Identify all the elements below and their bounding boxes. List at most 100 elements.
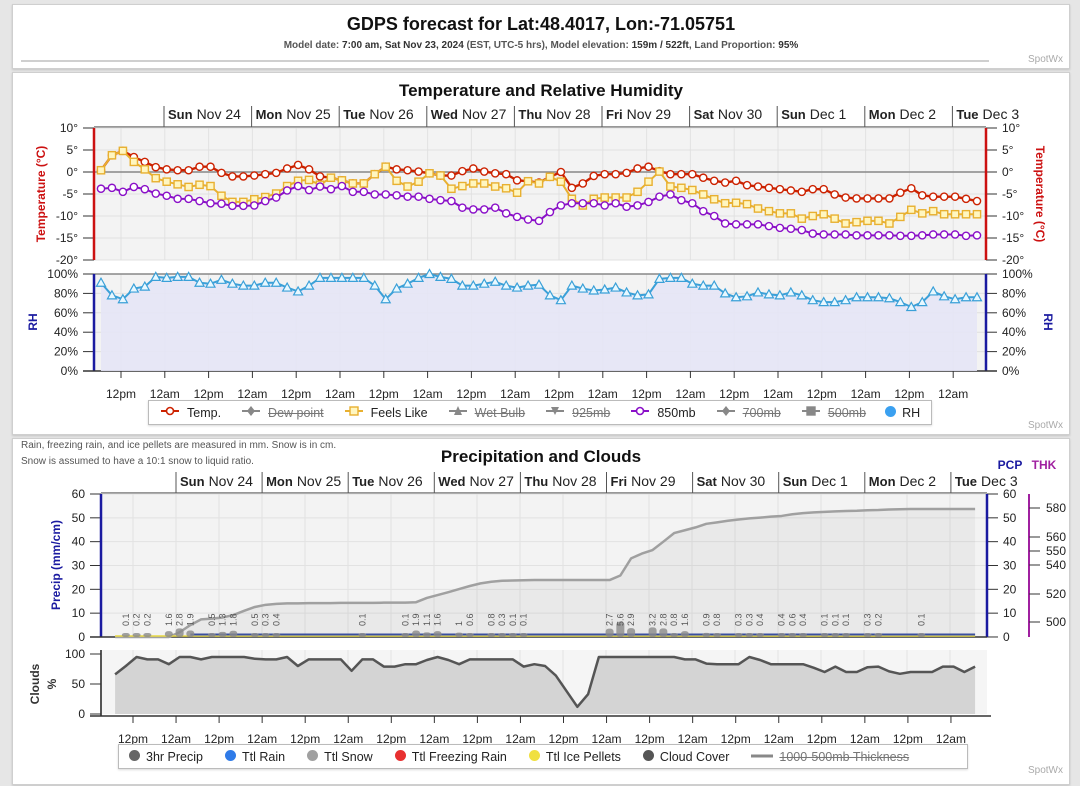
dot-icon (129, 749, 140, 764)
data-point (544, 289, 556, 300)
legend-item-cloud-cover[interactable]: Cloud Cover (642, 749, 729, 764)
data-point (852, 217, 861, 227)
data-point (282, 186, 292, 195)
precip-value-label: 0.3 (744, 613, 754, 626)
precip-value-label: 0.4 (755, 613, 765, 626)
data-point (808, 229, 818, 238)
data-point (447, 184, 456, 194)
day-label: Tue Nov 26 (352, 473, 423, 489)
legend-item-dew-point[interactable]: Dew point (240, 405, 324, 420)
day-date: Dec 2 (900, 473, 937, 489)
data-point (896, 188, 905, 197)
data-point (512, 188, 522, 197)
legend-item-500mb[interactable]: 500mb (800, 405, 866, 420)
precip-bar (261, 633, 270, 637)
data-point (151, 173, 161, 183)
precip-bar (831, 633, 840, 637)
data-point (303, 279, 315, 290)
data-point (872, 291, 884, 302)
precip-bar (132, 633, 141, 637)
model-info-part: (EST, UTC-5 hrs), Model elevation: (463, 40, 632, 51)
pcp-tick-label-right: 20 (1003, 582, 1017, 596)
legend-item-700mb[interactable]: 700mb (715, 405, 781, 420)
legend-item-temp-[interactable]: Temp. (159, 405, 221, 420)
precip-tick-label: 60 (72, 487, 86, 501)
hour-label: 12am (161, 732, 191, 746)
legend-item-925mb[interactable]: 925mb (544, 405, 610, 420)
data-point (381, 162, 391, 172)
data-point (752, 286, 764, 297)
data-point (239, 201, 248, 211)
dot-icon (307, 749, 319, 764)
data-point (950, 192, 960, 201)
precip-value-label: 2.7 (605, 613, 615, 626)
data-point (423, 268, 436, 279)
hour-label: 12pm (632, 387, 662, 401)
data-point (731, 198, 741, 208)
precip-value-label: 0.6 (465, 613, 475, 626)
hour-label: 12am (763, 387, 793, 401)
data-point (950, 230, 960, 239)
data-point (456, 279, 468, 290)
data-point (709, 211, 719, 221)
data-point (874, 194, 883, 203)
data-point (719, 287, 731, 298)
data-point (666, 169, 675, 179)
day-date: Nov 28 (552, 473, 597, 489)
thk-tick-label: 520 (1046, 587, 1066, 601)
precip-bar (498, 633, 507, 637)
precip-value-label: 0.1 (830, 613, 840, 626)
data-point (633, 201, 642, 210)
data-point (403, 182, 412, 191)
legend-item-ttl-rain[interactable]: Ttl Rain (224, 749, 285, 764)
precip-bar (842, 633, 851, 637)
data-point (358, 272, 370, 282)
legend-item-feels-like[interactable]: Feels Like (343, 405, 428, 420)
hour-label: 12pm (544, 387, 574, 401)
data-point (763, 288, 775, 299)
data-point (173, 194, 182, 204)
data-point (642, 288, 655, 299)
day-name: Sun (783, 474, 808, 489)
day-name: Sun (180, 474, 205, 489)
snow-area (115, 509, 976, 637)
data-point (775, 184, 785, 194)
pcp-tick-label-right: 30 (1003, 558, 1017, 572)
precip-value-label: 0.1 (357, 613, 367, 626)
data-point (523, 215, 533, 224)
data-point (414, 177, 423, 186)
day-name: Wed (438, 474, 465, 489)
precip-bar (745, 633, 754, 637)
data-point (808, 184, 818, 194)
legend-item-ttl-snow[interactable]: Ttl Snow (307, 749, 373, 764)
model-info-part: Model date: (283, 40, 343, 51)
legend-item-ttl-ice-pellets[interactable]: Ttl Ice Pellets (528, 749, 621, 764)
data-point (195, 180, 204, 190)
legend-item-ttl-freezing-rain[interactable]: Ttl Freezing Rain (394, 749, 507, 764)
legend-item-wet-bulb[interactable]: Wet Bulb (447, 405, 525, 420)
precip-value-label: 0.1 (121, 613, 131, 626)
rh-tick-label: 80% (54, 286, 78, 300)
precip-value-label: 1.8 (228, 613, 238, 626)
data-point (731, 220, 741, 229)
precip-value-label: 0.8 (669, 613, 679, 626)
data-point (939, 209, 949, 219)
legend-item-850mb[interactable]: 850mb (629, 405, 696, 420)
data-point (874, 231, 883, 240)
hour-label: 12pm (281, 387, 311, 401)
data-point (720, 219, 730, 228)
data-point (622, 202, 631, 212)
legend-item-1000-500mb-thickness[interactable]: 1000-500mb Thickness (751, 750, 909, 764)
day-name: Tue (343, 107, 365, 122)
day-date: Nov 27 (470, 473, 515, 489)
legend-item-rh[interactable]: RH (885, 405, 920, 420)
data-point (314, 272, 326, 282)
data-point (577, 282, 589, 293)
data-point (600, 169, 610, 179)
legend-item-3hr-precip[interactable]: 3hr Precip (129, 749, 203, 764)
data-point (260, 169, 270, 179)
day-name: Mon (869, 474, 896, 489)
data-point (566, 279, 578, 290)
data-point (217, 199, 226, 208)
dot-icon (885, 405, 897, 420)
